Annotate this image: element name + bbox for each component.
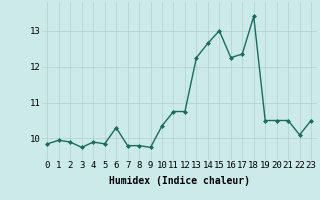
X-axis label: Humidex (Indice chaleur): Humidex (Indice chaleur) <box>109 176 250 186</box>
